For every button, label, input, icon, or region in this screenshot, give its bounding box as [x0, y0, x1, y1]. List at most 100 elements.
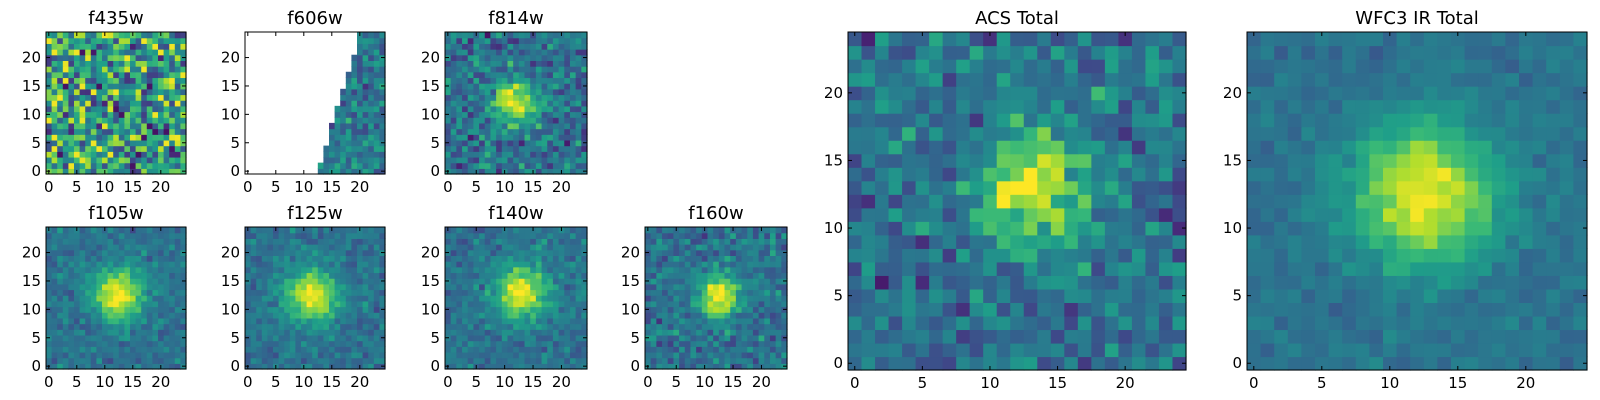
heatmap-cell	[284, 340, 291, 347]
heatmap-cell	[781, 329, 788, 336]
heatmap-cell	[1519, 315, 1534, 331]
heatmap-cell	[174, 83, 181, 90]
heatmap-cell	[479, 244, 486, 251]
heatmap-cell	[373, 117, 380, 124]
heatmap-cell	[85, 94, 92, 101]
heatmap-cell	[558, 266, 565, 274]
x-tick-label: 20	[350, 178, 369, 196]
heatmap-cell	[102, 278, 109, 285]
heatmap-cell	[479, 128, 486, 135]
heatmap-cell	[462, 122, 469, 130]
heatmap-cell	[107, 145, 114, 152]
heatmap-cell	[518, 49, 526, 56]
heatmap-cell	[530, 151, 537, 158]
heatmap-cell	[564, 238, 571, 245]
heatmap-cell	[295, 249, 302, 256]
heatmap-cell	[118, 255, 125, 262]
heatmap-cell	[373, 357, 380, 364]
heatmap-cell	[690, 278, 697, 285]
heatmap-cell	[479, 317, 486, 325]
heatmap-cell	[462, 244, 469, 251]
heatmap-cell	[541, 238, 548, 245]
heatmap-cell	[1037, 329, 1052, 344]
heatmap-cell	[323, 289, 330, 296]
heatmap-cell	[1023, 234, 1038, 249]
heatmap-cell	[456, 168, 463, 175]
heatmap-cell	[456, 49, 463, 56]
heatmap-cell	[735, 283, 743, 291]
heatmap-cell	[479, 255, 486, 262]
heatmap-cell	[650, 238, 657, 245]
heatmap-cell	[295, 334, 302, 342]
heatmap-cell	[507, 151, 514, 158]
heatmap-cell	[888, 261, 903, 276]
heatmap-cell	[51, 111, 58, 118]
heatmap-cell	[575, 122, 582, 130]
heatmap-cell	[902, 288, 917, 303]
heatmap-cell	[1573, 315, 1588, 331]
heatmap-cell	[575, 227, 582, 234]
heatmap-cell	[250, 329, 257, 336]
heatmap-cell	[301, 295, 308, 302]
heatmap-cell	[524, 317, 531, 325]
heatmap-cell	[146, 340, 153, 347]
heatmap-cell	[530, 323, 537, 330]
heatmap-cell	[1451, 329, 1466, 344]
heatmap-cell	[456, 295, 463, 302]
heatmap-cell	[530, 295, 537, 302]
heatmap-cell	[357, 162, 364, 169]
heatmap-cell	[362, 255, 369, 262]
x-tick-label: 15	[523, 178, 542, 196]
y-tick-label: 10	[221, 300, 240, 318]
heatmap-cell	[1158, 99, 1174, 114]
heatmap-cell	[781, 283, 788, 291]
heatmap-cell	[323, 272, 330, 279]
heatmap-cell	[769, 283, 777, 291]
heatmap-cell	[180, 238, 187, 245]
heatmap-cell	[169, 363, 176, 370]
heatmap-cell	[141, 351, 148, 359]
heatmap-cell	[450, 128, 457, 135]
heatmap-cell	[357, 317, 364, 325]
heatmap-cell	[368, 168, 375, 175]
heatmap-cell	[569, 312, 577, 319]
heatmap-cell	[1050, 153, 1065, 168]
heatmap-cell	[690, 340, 697, 347]
heatmap-cell	[484, 134, 492, 141]
heatmap-cell	[68, 283, 75, 291]
heatmap-cell	[379, 117, 386, 124]
heatmap-cell	[146, 323, 153, 330]
heatmap-cell	[673, 329, 680, 336]
heatmap-cell	[135, 77, 142, 84]
heatmap-cell	[1091, 329, 1106, 344]
heatmap-cell	[68, 340, 75, 347]
heatmap-cell	[152, 71, 159, 79]
heatmap-cell	[152, 357, 159, 364]
heatmap-cell	[1050, 288, 1065, 303]
heatmap-cell	[289, 351, 296, 359]
heatmap-cell	[334, 283, 341, 291]
heatmap-cell	[518, 88, 526, 96]
heatmap-cell	[1396, 302, 1411, 317]
heatmap-cell	[490, 145, 497, 152]
heatmap-cell	[79, 329, 86, 336]
heatmap-cell	[575, 105, 582, 113]
heatmap-cell	[1274, 302, 1289, 317]
heatmap-cell	[85, 162, 92, 169]
heatmap-cell	[445, 156, 452, 164]
heatmap-cell	[174, 117, 181, 124]
heatmap-cell	[479, 94, 486, 101]
heatmap-cell	[535, 94, 543, 101]
heatmap-cell	[79, 100, 86, 107]
heatmap-cell	[1491, 302, 1506, 317]
heatmap-cell	[96, 117, 103, 124]
heatmap-cell	[141, 156, 148, 164]
heatmap-cell	[62, 71, 69, 79]
heatmap-cell	[456, 306, 463, 313]
heatmap-cell	[46, 37, 53, 44]
heatmap-cell	[983, 221, 998, 236]
heatmap-cell	[513, 105, 520, 113]
heatmap-cell	[357, 151, 364, 158]
heatmap-cell	[345, 77, 352, 84]
heatmap-cell	[323, 312, 330, 319]
